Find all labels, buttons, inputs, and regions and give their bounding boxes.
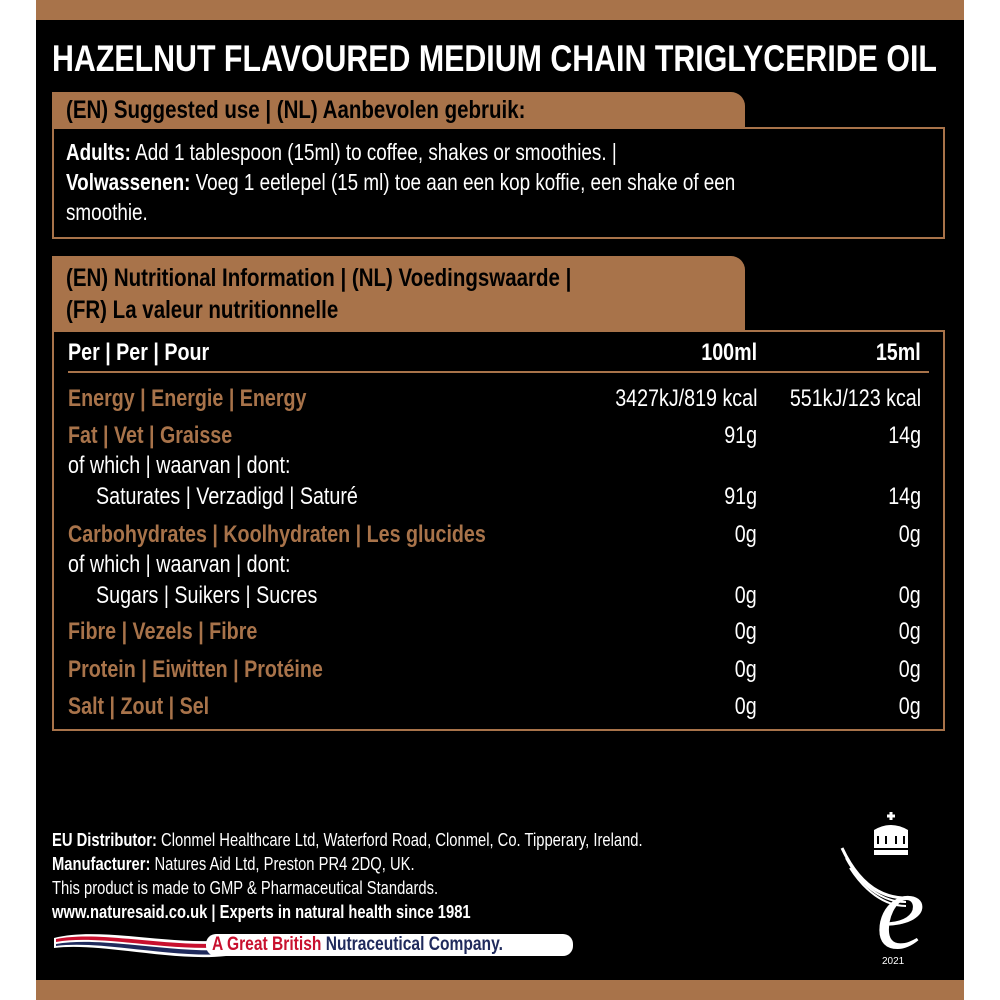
value-100ml: 0g xyxy=(735,582,757,609)
nutrient-label: Carbohydrates | Koolhydraten | Les gluci… xyxy=(68,521,486,548)
nutrient-label: Fibre | Vezels | Fibre xyxy=(68,618,258,645)
award-year: 2021 xyxy=(882,956,905,967)
value-100ml: 0g xyxy=(735,618,757,645)
value-100ml: 0g xyxy=(735,656,757,683)
nutrient-label: Fat | Vet | Graisse xyxy=(68,422,233,449)
nutrient-label: of which | waarvan | dont: xyxy=(68,551,291,578)
suggested-use-box xyxy=(52,127,945,239)
value-15ml: 14g xyxy=(888,483,921,510)
nutrient-label: Saturates | Verzadigd | Saturé xyxy=(96,483,358,510)
table-row: Fibre | Vezels | Fibre 0g 0g xyxy=(52,617,945,647)
manufacturer-line: Manufacturer: Natures Aid Ltd, Preston P… xyxy=(52,854,415,874)
suggested-use-line3: smoothie. xyxy=(66,199,148,225)
distributor-line: EU Distributor: Clonmel Healthcare Ltd, … xyxy=(52,830,643,850)
value-15ml xyxy=(921,451,959,481)
table-row: Saturates | Verzadigd | Saturé 91g 14g xyxy=(52,482,945,512)
table-row: of which | waarvan | dont: xyxy=(52,550,945,580)
crown-e-icon: e xyxy=(840,812,925,972)
label-panel: HAZELNUT FLAVOURED MEDIUM CHAIN TRIGLYCE… xyxy=(36,0,964,1000)
value-100ml: 3427kJ/819 kcal xyxy=(614,385,757,412)
value-15ml: 0g xyxy=(899,618,921,645)
table-row: Energy | Energie | Energy 3427kJ/819 kcal… xyxy=(52,384,945,414)
bottom-band xyxy=(36,980,964,1000)
nutrient-label: Sugars | Suikers | Sucres xyxy=(96,582,318,609)
nutrient-label: Protein | Eiwitten | Protéine xyxy=(68,656,323,683)
table-row: Fat | Vet | Graisse 91g 14g xyxy=(52,421,945,451)
slogan: A Great British Nutraceutical Company. xyxy=(206,934,573,956)
suggested-use-line1: Adults: Add 1 tablespoon (15ml) to coffe… xyxy=(66,139,617,165)
value-15ml: 551kJ/123 kcal xyxy=(789,385,921,412)
svg-text:e: e xyxy=(876,850,925,958)
top-band xyxy=(36,0,964,20)
value-100ml: 91g xyxy=(724,483,757,510)
value-15ml: 0g xyxy=(899,656,921,683)
nutrient-label: of which | waarvan | dont: xyxy=(68,452,291,479)
value-15ml: 14g xyxy=(888,422,921,449)
value-15ml: 0g xyxy=(899,693,921,720)
value-100ml: 91g xyxy=(724,422,757,449)
queens-award-logo: e 2021 xyxy=(836,808,946,973)
table-row: Salt | Zout | Sel 0g 0g xyxy=(52,692,945,722)
value-15ml: 0g xyxy=(899,521,921,548)
suggested-use-line2: Volwassenen: Voeg 1 eetlepel (15 ml) toe… xyxy=(66,169,736,195)
value-15ml xyxy=(921,550,959,580)
gmp-line: This product is made to GMP & Pharmaceut… xyxy=(52,878,439,898)
value-100ml: 0g xyxy=(735,521,757,548)
nutrient-label: Salt | Zout | Sel xyxy=(68,693,210,720)
union-flag-swoosh-icon xyxy=(54,934,226,958)
table-row: Protein | Eiwitten | Protéine 0g 0g xyxy=(52,655,945,685)
nutrient-label: Energy | Energie | Energy xyxy=(68,385,307,412)
product-title: HAZELNUT FLAVOURED MEDIUM CHAIN TRIGLYCE… xyxy=(52,38,937,79)
website-line[interactable]: www.naturesaid.co.uk | Experts in natura… xyxy=(52,902,471,922)
table-row: of which | waarvan | dont: xyxy=(52,451,945,481)
header-divider xyxy=(68,371,929,373)
table-header: Per | Per | Pour 100ml 15ml xyxy=(68,339,921,366)
suggested-use-heading: (EN) Suggested use | (NL) Aanbevolen geb… xyxy=(52,92,745,128)
value-100ml: 0g xyxy=(735,693,757,720)
table-row: Sugars | Suikers | Sucres 0g 0g xyxy=(52,581,945,611)
value-15ml: 0g xyxy=(899,582,921,609)
table-row: Carbohydrates | Koolhydraten | Les gluci… xyxy=(52,520,945,550)
nutrition-table xyxy=(52,330,945,731)
nutrition-heading: (EN) Nutritional Information | (NL) Voed… xyxy=(52,256,745,331)
